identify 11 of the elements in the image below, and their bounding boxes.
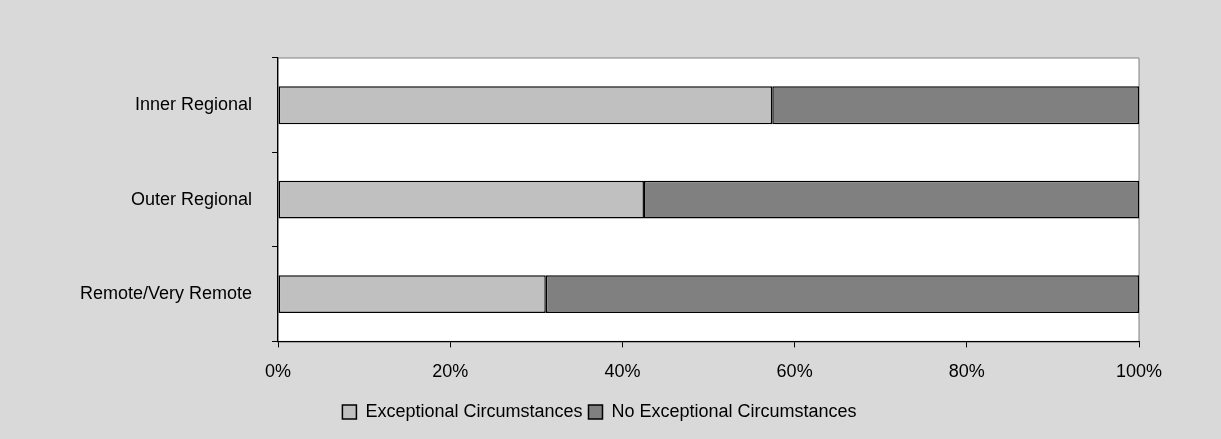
- x-tick-label: 80%: [948, 361, 985, 382]
- x-tick-label: 60%: [776, 361, 813, 382]
- x-tick-label: 40%: [604, 361, 641, 382]
- y-tick-label: Inner Regional: [134, 94, 253, 115]
- x-tick-label: 100%: [1115, 361, 1163, 382]
- x-tick-label: 0%: [265, 361, 292, 382]
- x-tick-label: 20%: [432, 361, 469, 382]
- y-tick-label: Remote/Very Remote: [79, 283, 253, 304]
- legend-label: No Exceptional Circumstances: [611, 400, 857, 421]
- legend-label: Exceptional Circumstances: [365, 400, 583, 421]
- y-tick-label: Outer Regional: [130, 188, 253, 209]
